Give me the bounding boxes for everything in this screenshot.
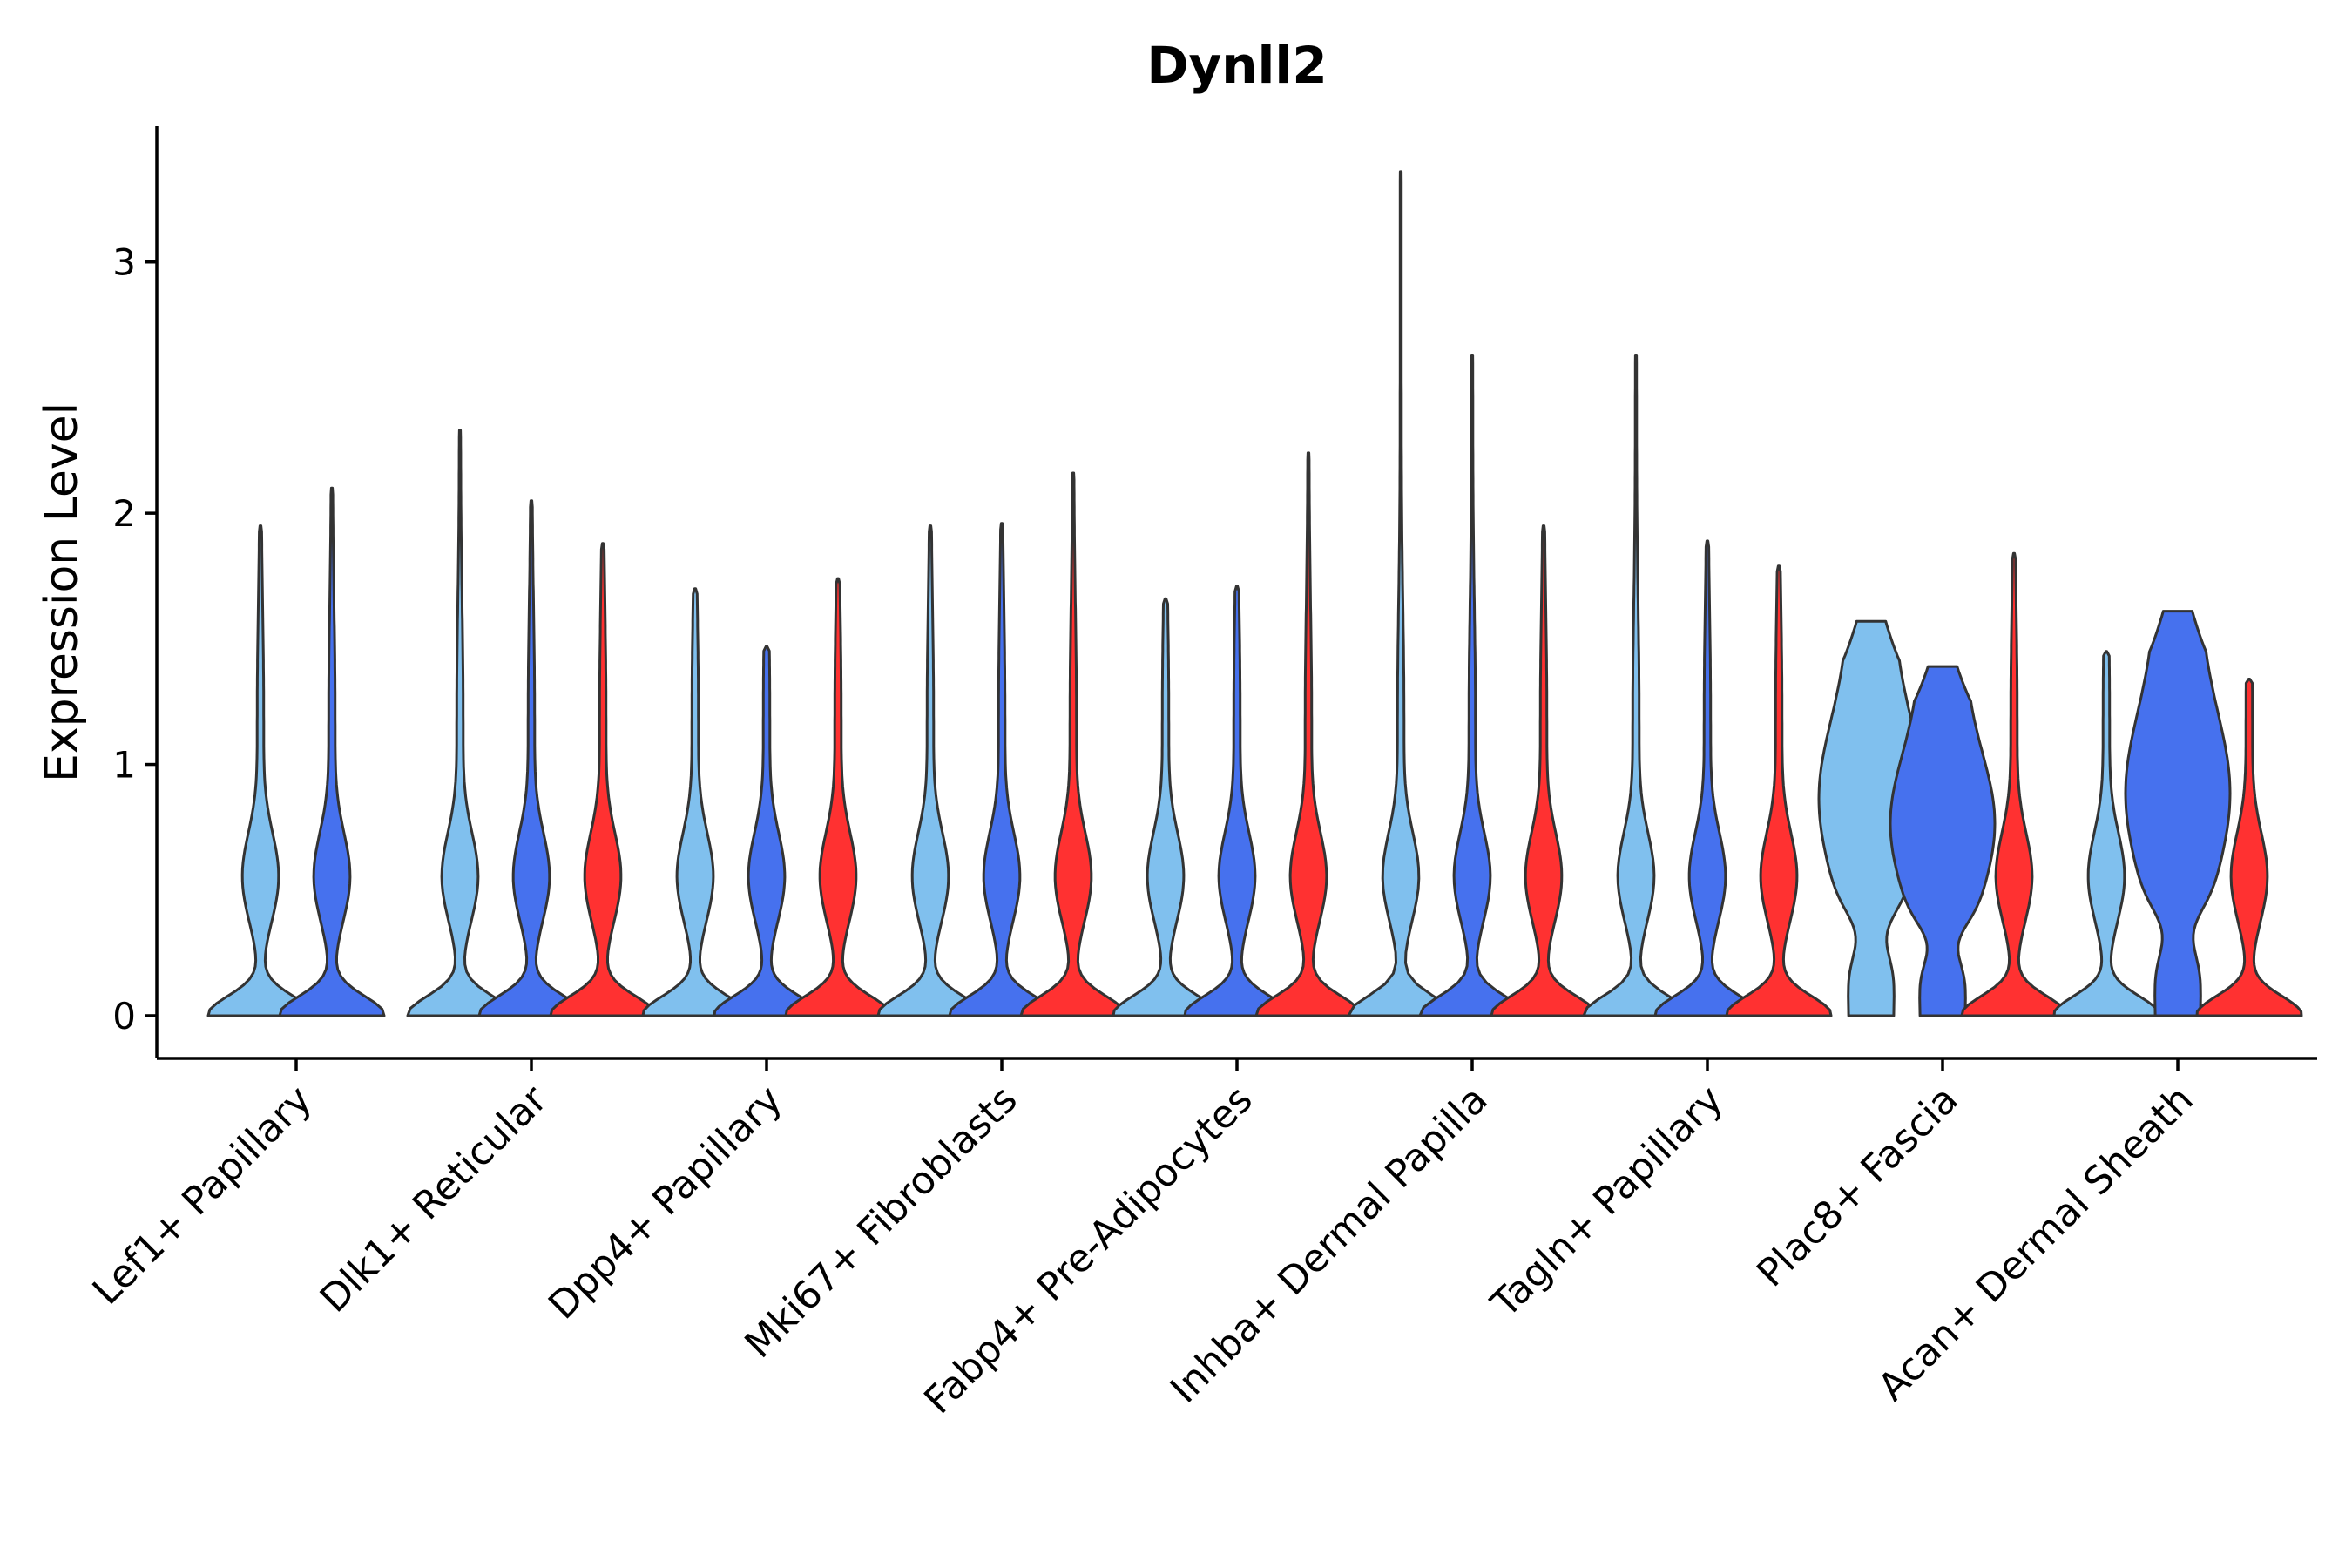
x-category-label: Lef1+ Papillary	[84, 1078, 321, 1314]
violin-4	[477, 499, 585, 1017]
violin-3	[406, 429, 514, 1017]
y-tick-label: 1	[112, 744, 136, 787]
violin-25	[2124, 610, 2232, 1017]
violin-layer	[206, 170, 2303, 1017]
x-category-label: Dlk1+ Reticular	[312, 1077, 557, 1321]
violin-24	[2052, 650, 2160, 1017]
violin-15	[1347, 170, 1455, 1017]
violin-16	[1418, 354, 1526, 1017]
violin-26	[2195, 678, 2303, 1017]
y-ticks: 0 1 2 3	[112, 241, 157, 1037]
violin-10	[948, 522, 1056, 1017]
violin-19	[1653, 539, 1761, 1017]
x-category-label: Plac8+ Fascia	[1748, 1078, 1967, 1296]
x-category-label: Dpp4+ Papillary	[540, 1078, 791, 1328]
y-tick-label: 0	[112, 995, 136, 1037]
violin-7	[713, 645, 821, 1017]
violin-18	[1582, 354, 1690, 1017]
violin-1	[206, 524, 314, 1017]
violin-5	[549, 542, 657, 1017]
violin-8	[784, 577, 892, 1017]
y-tick-label: 3	[112, 241, 136, 284]
violin-6	[641, 587, 749, 1017]
y-axis-label: Expression Level	[36, 402, 88, 782]
y-tick-label: 2	[112, 492, 136, 535]
violin-17	[1490, 524, 1598, 1017]
violin-13	[1183, 585, 1291, 1017]
violin-20	[1725, 564, 1833, 1017]
x-category-label: Tagln+ Papillary	[1483, 1078, 1732, 1327]
violin-2	[278, 486, 386, 1017]
violin-14	[1254, 451, 1362, 1017]
violin-11	[1019, 471, 1127, 1017]
violin-22	[1889, 665, 1997, 1017]
violin-12	[1112, 597, 1220, 1017]
violin-23	[1960, 551, 2068, 1017]
violin-9	[876, 524, 984, 1017]
chart-title: Dynll2	[1146, 36, 1327, 95]
